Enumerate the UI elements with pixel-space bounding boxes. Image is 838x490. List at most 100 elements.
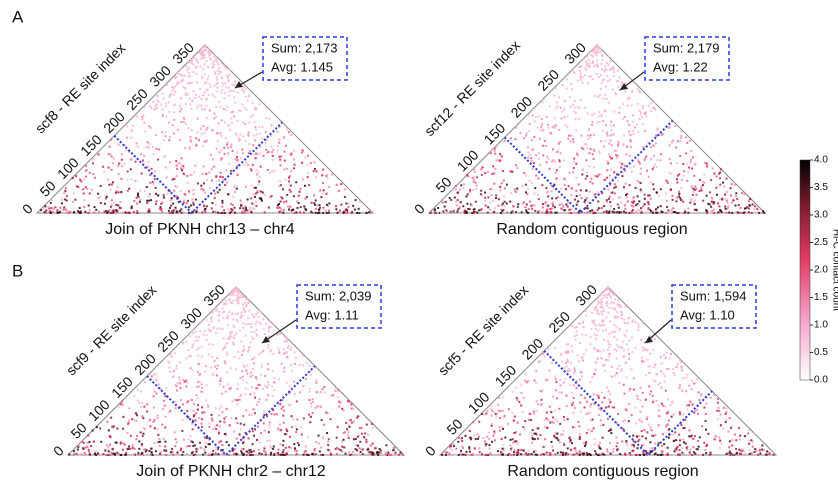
contact-cell bbox=[624, 452, 627, 455]
contact-cell bbox=[218, 70, 221, 73]
contact-cell bbox=[660, 210, 663, 213]
contact-cell bbox=[556, 420, 559, 423]
contact-cell bbox=[577, 105, 580, 108]
contact-cell bbox=[533, 438, 536, 441]
contact-cell bbox=[188, 97, 191, 100]
contact-cell bbox=[601, 357, 604, 360]
contact-cell bbox=[560, 391, 563, 394]
contact-cell bbox=[126, 211, 129, 214]
contact-cell bbox=[205, 172, 208, 175]
contact-cell bbox=[161, 423, 164, 426]
contact-cell bbox=[143, 448, 146, 451]
contact-cell bbox=[252, 144, 255, 147]
contact-cell bbox=[223, 209, 226, 212]
contact-cell bbox=[180, 121, 183, 124]
contact-cell bbox=[210, 168, 213, 171]
contact-cell bbox=[530, 181, 533, 184]
contact-cell bbox=[704, 420, 707, 423]
contact-cell bbox=[519, 448, 522, 451]
contact-cell bbox=[725, 407, 728, 410]
contact-cell bbox=[488, 201, 491, 204]
contact-cell bbox=[680, 187, 683, 190]
contact-cell bbox=[639, 182, 642, 185]
contact-cell bbox=[236, 422, 239, 425]
contact-cell bbox=[679, 439, 682, 442]
contact-cell bbox=[165, 449, 168, 452]
contact-cell bbox=[222, 385, 225, 388]
contact-cell bbox=[531, 429, 534, 432]
contact-cell bbox=[189, 367, 192, 370]
contact-cell bbox=[575, 452, 578, 455]
contact-cell bbox=[651, 337, 654, 340]
contact-cell bbox=[535, 369, 538, 372]
contact-cell bbox=[260, 452, 263, 455]
contact-cell bbox=[642, 349, 645, 352]
contact-cell bbox=[351, 451, 354, 454]
contact-cell bbox=[595, 73, 598, 76]
contact-cell bbox=[516, 443, 519, 446]
contact-cell bbox=[244, 207, 247, 210]
contact-cell bbox=[315, 379, 318, 382]
contact-cell bbox=[107, 166, 110, 169]
contact-cell bbox=[508, 453, 511, 456]
contact-cell bbox=[341, 407, 344, 410]
contact-cell bbox=[119, 403, 122, 406]
contact-cell bbox=[620, 84, 623, 87]
contact-cell bbox=[153, 390, 156, 393]
contact-cell bbox=[540, 353, 543, 356]
contact-cell bbox=[511, 438, 514, 441]
contact-cell bbox=[335, 183, 338, 186]
contact-cell bbox=[130, 129, 133, 132]
contact-cell bbox=[453, 453, 456, 456]
contact-cell bbox=[722, 198, 725, 201]
contact-cell bbox=[526, 193, 529, 196]
contact-cell bbox=[251, 443, 254, 446]
contact-cell bbox=[301, 161, 304, 164]
contact-cell bbox=[313, 168, 316, 171]
contact-cell bbox=[471, 177, 474, 180]
contact-cell bbox=[88, 453, 91, 456]
contact-cell bbox=[611, 293, 614, 296]
annotation-sum: Sum: 1,594 bbox=[680, 288, 747, 303]
contact-cell bbox=[624, 182, 627, 185]
contact-cell bbox=[130, 205, 133, 208]
contact-cell bbox=[514, 386, 517, 389]
contact-cell bbox=[605, 288, 608, 291]
contact-cell bbox=[593, 149, 596, 152]
contact-cell bbox=[604, 93, 607, 96]
contact-cell bbox=[713, 172, 716, 175]
contact-cell bbox=[559, 106, 562, 109]
contact-cell bbox=[120, 153, 123, 156]
contact-cell bbox=[705, 209, 708, 212]
contact-cell bbox=[680, 136, 683, 139]
contact-cell bbox=[262, 387, 265, 390]
contact-cell bbox=[575, 152, 578, 155]
contact-cell bbox=[265, 151, 268, 154]
contact-cell bbox=[605, 211, 608, 214]
contact-cell bbox=[218, 432, 221, 435]
contact-cell bbox=[185, 340, 188, 343]
contact-cell bbox=[597, 95, 600, 98]
contact-cell bbox=[449, 444, 452, 447]
contact-cell bbox=[123, 453, 126, 456]
contact-cell bbox=[205, 81, 208, 84]
contact-cell bbox=[714, 435, 717, 438]
contact-cell bbox=[600, 313, 603, 316]
contact-cell bbox=[236, 301, 239, 304]
contact-cell bbox=[490, 407, 493, 410]
contact-cell bbox=[355, 444, 358, 447]
contact-cell bbox=[493, 411, 496, 414]
contact-cell bbox=[310, 402, 313, 405]
contact-cell bbox=[613, 171, 616, 174]
contact-cell bbox=[503, 195, 506, 198]
contact-cell bbox=[266, 362, 269, 365]
contact-cell bbox=[265, 106, 268, 109]
contact-cell bbox=[598, 407, 601, 410]
contact-cell bbox=[171, 89, 174, 92]
contact-cell bbox=[573, 367, 576, 370]
contact-cell bbox=[206, 126, 209, 129]
contact-cell bbox=[624, 211, 627, 214]
contact-cell bbox=[311, 412, 314, 415]
contact-cell bbox=[210, 366, 213, 369]
colorbar-tick-label: 1.5 bbox=[814, 292, 828, 303]
